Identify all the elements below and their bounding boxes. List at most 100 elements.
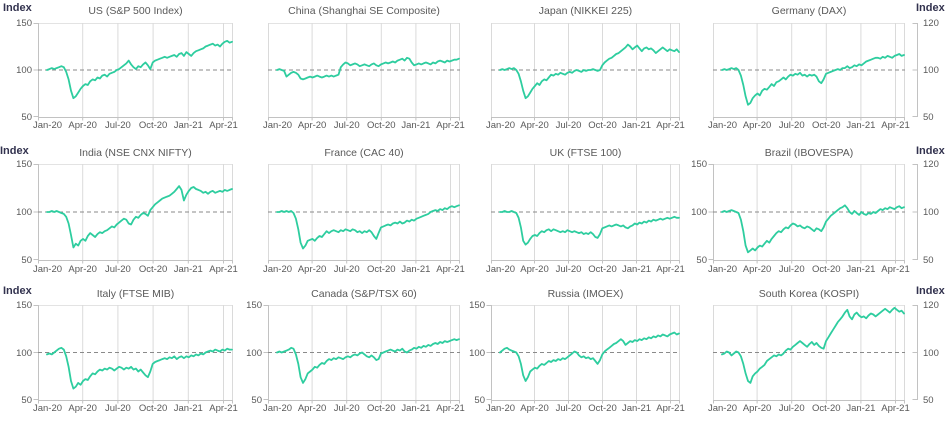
trend-line [721, 53, 905, 106]
x-tick-label: Oct-20 [367, 120, 396, 131]
x-tick-label: Jan-21 [846, 120, 876, 131]
chart-title: Canada (S&P/TSX 60) [311, 288, 417, 300]
x-tick-label: Oct-20 [812, 264, 841, 275]
x-tick-label: Oct-20 [588, 120, 617, 131]
x-tick-label: Jan-20 [262, 264, 293, 275]
x-tick-label: Jul-20 [104, 264, 131, 275]
x-tick-label: Jan-21 [173, 264, 203, 275]
x-tick-label: Apr-20 [297, 120, 327, 131]
chart-plot [713, 305, 918, 404]
trend-line [46, 346, 233, 390]
chart-plot [486, 305, 680, 404]
x-tick-label: Jul-20 [333, 120, 360, 131]
x-tick-label: Apr-21 [436, 264, 465, 275]
x-tick-label: Jan-20 [707, 120, 738, 131]
x-tick-label: Oct-20 [367, 264, 396, 275]
trend-line [721, 306, 905, 384]
x-tick-label: Jul-20 [555, 264, 582, 275]
y-tick-label: 50 [474, 395, 485, 406]
x-tick-label: Jan-20 [32, 264, 63, 275]
y-tick-label: 50 [923, 395, 934, 406]
chart-plot [268, 164, 460, 264]
index-unit-label: Index [3, 285, 32, 297]
y-tick-label: 50 [21, 112, 32, 123]
trend-line [46, 185, 233, 249]
y-tick-label: 150 [16, 159, 32, 170]
x-tick-label: Jul-20 [778, 264, 805, 275]
y-tick-label: 120 [923, 18, 939, 29]
index-unit-label: Index [916, 2, 945, 14]
x-tick-label: Apr-20 [297, 264, 327, 275]
x-tick-label: Jan-20 [485, 264, 516, 275]
x-tick-label: Jan-20 [485, 120, 516, 131]
x-tick-label: Apr-21 [656, 120, 685, 131]
y-tick-label: 100 [691, 207, 707, 218]
x-tick-label: Oct-20 [812, 120, 841, 131]
trend-line [721, 204, 905, 254]
x-tick-label: Jan-20 [707, 264, 738, 275]
x-tick-label: Jul-20 [104, 120, 131, 131]
x-tick-label: Jan-21 [173, 120, 203, 131]
y-tick-label: 100 [16, 207, 32, 218]
trend-line [46, 39, 233, 100]
x-tick-label: Jan-21 [846, 264, 876, 275]
x-tick-label: Jul-20 [333, 403, 360, 414]
x-tick-label: Apr-21 [656, 403, 685, 414]
x-tick-label: Jan-20 [485, 403, 516, 414]
y-tick-label: 150 [16, 300, 32, 311]
trend-line [499, 210, 680, 246]
x-tick-label: Apr-21 [881, 403, 910, 414]
y-tick-label: 50 [21, 255, 32, 266]
x-tick-label: Apr-21 [209, 264, 238, 275]
x-tick-label: Jan-21 [401, 403, 431, 414]
trend-line [499, 43, 680, 100]
index-unit-label: Index [916, 285, 945, 297]
y-tick-label: 100 [246, 347, 262, 359]
x-tick-label: Apr-21 [656, 264, 685, 275]
trend-line [499, 331, 680, 382]
chart-plot [268, 23, 460, 121]
x-tick-label: Jul-20 [104, 403, 131, 414]
chart-plot [33, 164, 233, 264]
x-tick-label: Jan-21 [621, 403, 652, 414]
y-tick-label: 100 [16, 347, 32, 359]
x-tick-label: Apr-20 [520, 403, 549, 414]
chart-plot [491, 23, 680, 121]
y-tick-label: 100 [16, 65, 32, 76]
chart-title: India (NSE CNX NIFTY) [79, 147, 192, 159]
x-tick-label: Oct-20 [588, 403, 617, 414]
y-tick-label: 150 [691, 159, 707, 170]
x-tick-label: Oct-20 [138, 120, 168, 131]
y-tick-label: 50 [923, 255, 934, 266]
trend-line [276, 204, 460, 250]
y-tick-label: 120 [923, 300, 939, 311]
chart-plot [708, 164, 918, 264]
trend-line [276, 56, 460, 81]
chart-plot [491, 164, 680, 264]
y-tick-label: 100 [469, 347, 485, 359]
x-tick-label: Apr-21 [209, 120, 238, 131]
x-tick-label: Oct-20 [367, 403, 396, 414]
y-tick-label: 100 [923, 347, 939, 359]
index-unit-label: Index [916, 145, 945, 157]
x-tick-label: Jan-21 [621, 264, 652, 275]
index-unit-label: Index [3, 2, 32, 14]
x-tick-label: Apr-20 [520, 264, 549, 275]
chart-title: Germany (DAX) [771, 5, 847, 17]
x-tick-label: Jan-20 [262, 120, 293, 131]
y-tick-label: 100 [923, 207, 939, 218]
x-tick-label: Oct-20 [588, 264, 617, 275]
y-tick-label: 50 [696, 255, 707, 266]
x-tick-label: Jan-21 [846, 403, 876, 414]
x-tick-label: Apr-20 [68, 120, 97, 131]
x-tick-label: Jul-20 [778, 403, 805, 414]
x-tick-label: Apr-21 [436, 403, 465, 414]
chart-title: Brazil (IBOVESPA) [764, 147, 854, 159]
x-tick-label: Apr-20 [520, 120, 549, 131]
x-tick-label: Jan-20 [707, 403, 738, 414]
x-tick-label: Jan-21 [401, 264, 431, 275]
x-tick-label: Oct-20 [138, 403, 168, 414]
chart-plot [713, 23, 918, 121]
x-tick-label: Jul-20 [778, 120, 805, 131]
